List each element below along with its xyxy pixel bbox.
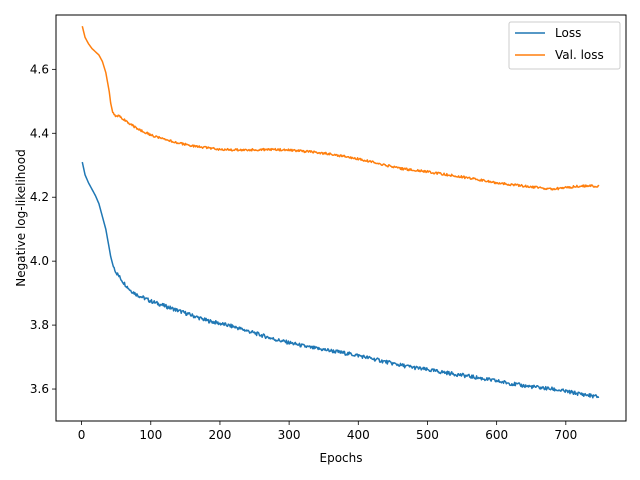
x-tick-label: 400 xyxy=(347,428,370,442)
x-tick-label: 500 xyxy=(416,428,439,442)
y-axis-ticks: 3.6 3.8 4.0 4.2 4.4 4.6 xyxy=(30,62,56,396)
y-tick-label: 3.8 xyxy=(30,318,49,332)
x-tick-label: 300 xyxy=(278,428,301,442)
series-line-val-loss xyxy=(81,26,600,191)
x-tick-label: 0 xyxy=(78,428,86,442)
y-tick-label: 3.6 xyxy=(30,382,49,396)
x-axis-label: Epochs xyxy=(320,451,363,465)
legend-label-val-loss: Val. loss xyxy=(555,48,604,62)
y-tick-label: 4.6 xyxy=(30,62,49,76)
legend-label-loss: Loss xyxy=(555,26,581,40)
plot-area-frame xyxy=(55,14,627,422)
y-tick-label: 4.4 xyxy=(30,126,49,140)
y-tick-label: 4.2 xyxy=(30,190,49,204)
legend: Loss Val. loss xyxy=(508,21,621,70)
series-line-loss xyxy=(81,161,600,399)
y-axis-label: Negative log-likelihood xyxy=(14,149,28,286)
x-tick-label: 700 xyxy=(554,428,577,442)
x-tick-label: 600 xyxy=(485,428,508,442)
x-tick-label: 200 xyxy=(208,428,231,442)
x-tick-label: 100 xyxy=(139,428,162,442)
x-axis-ticks: 0 100 200 300 400 500 600 700 xyxy=(78,421,577,442)
series-layer xyxy=(81,26,600,399)
y-tick-label: 4.0 xyxy=(30,254,49,268)
